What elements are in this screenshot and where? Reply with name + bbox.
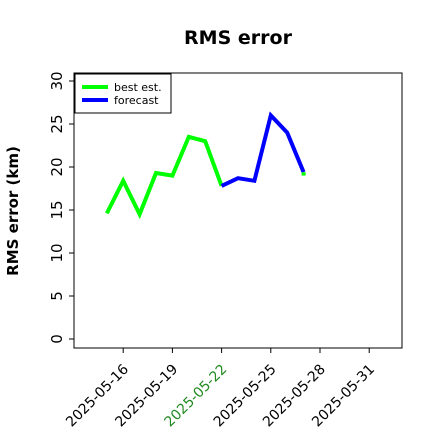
series-line-0 (105, 134, 224, 220)
legend-entry: forecast (114, 94, 159, 107)
series-line-1 (220, 111, 306, 188)
y-tick-label: 25 (48, 114, 66, 133)
y-axis-label: RMS error (km) (4, 146, 22, 276)
y-tick-label: 30 (48, 71, 66, 90)
series-lines (105, 111, 306, 220)
legend-box (74, 73, 172, 114)
y-tick-label: 15 (48, 200, 66, 219)
y-tick-label: 10 (48, 243, 66, 262)
plot-frame (73, 72, 403, 349)
y-tick-label: 20 (48, 157, 66, 176)
y-tick-label: 0 (48, 334, 66, 344)
x-axis: 2025-05-162025-05-192025-05-222025-05-25… (63, 348, 378, 430)
legend: best est.forecast (74, 73, 172, 114)
chart-title: RMS error (184, 27, 293, 49)
legend-entry: best est. (114, 81, 162, 94)
y-axis: 0 5 10 15 20 25 30 (48, 71, 74, 344)
y-tick-label: 5 (48, 291, 66, 301)
